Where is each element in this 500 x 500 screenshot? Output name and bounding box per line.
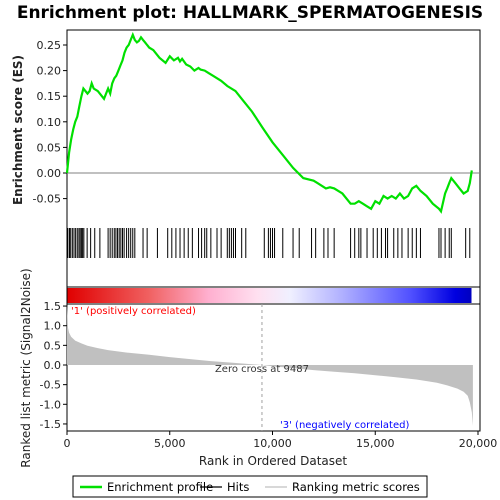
legend: Enrichment profile Hits Ranking metric sco… xyxy=(80,480,420,494)
x-tick-label: 10,000 xyxy=(253,437,292,450)
positive-correlation-label: '1' (positively correlated) xyxy=(71,306,196,317)
metric-y-tick-label: 0.0 xyxy=(44,359,62,372)
es-y-tick-label: 0.00 xyxy=(37,167,62,180)
es-panel-frame xyxy=(66,29,481,288)
x-tick-label: 5,000 xyxy=(154,437,186,450)
es-y-label: Enrichment score (ES) xyxy=(11,55,25,205)
metric-y-tick-label: -1.5 xyxy=(40,418,61,431)
ranking-metric-area xyxy=(67,304,473,426)
metric-y-tick-label: 1.5 xyxy=(44,300,62,313)
metric-y-axis: 1.5 1.0 0.5 0.0 -0.5 -1.0 -1.5 xyxy=(40,300,67,431)
x-tick-label: 0 xyxy=(64,437,71,450)
negative-correlation-label: '3' (negatively correlated) xyxy=(280,420,409,431)
legend-label: Enrichment profile xyxy=(107,480,213,494)
metric-y-tick-label: -1.0 xyxy=(40,398,61,411)
es-y-tick-label: 0.20 xyxy=(37,65,62,78)
es-y-axis: 0.25 0.20 0.15 0.10 0.05 0.00 -0.05 xyxy=(33,39,67,206)
es-y-tick-label: 0.10 xyxy=(37,116,62,129)
metric-y-label: Ranked list metric (Signal2Noise) xyxy=(19,268,33,467)
es-y-tick-label: 0.15 xyxy=(37,90,62,103)
es-y-tick-label: 0.05 xyxy=(37,141,62,154)
metric-y-tick-label: -0.5 xyxy=(40,379,61,392)
enrichment-profile-line xyxy=(65,31,473,214)
legend-label: Ranking metric scores xyxy=(292,480,420,494)
es-y-tick-label: 0.25 xyxy=(37,39,62,52)
legend-box xyxy=(72,475,428,498)
zero-cross-label: Zero cross at 9487 xyxy=(215,364,309,375)
rank-colorbar xyxy=(67,288,472,303)
metric-y-tick-label: 0.5 xyxy=(44,339,62,352)
chart-title: Enrichment plot: HALLMARK_SPERMATOGENESI… xyxy=(17,3,483,23)
legend-label: Hits xyxy=(227,480,249,494)
es-y-tick-label: -0.05 xyxy=(33,193,61,206)
x-tick-label: 20,000 xyxy=(459,437,498,450)
x-tick-label: 15,000 xyxy=(356,437,395,450)
x-axis: 0 5,000 10,000 15,000 20,000 xyxy=(64,431,498,450)
x-axis-label: Rank in Ordered Dataset xyxy=(199,454,347,468)
metric-y-tick-label: 1.0 xyxy=(44,320,62,333)
hits-marks xyxy=(67,228,471,258)
